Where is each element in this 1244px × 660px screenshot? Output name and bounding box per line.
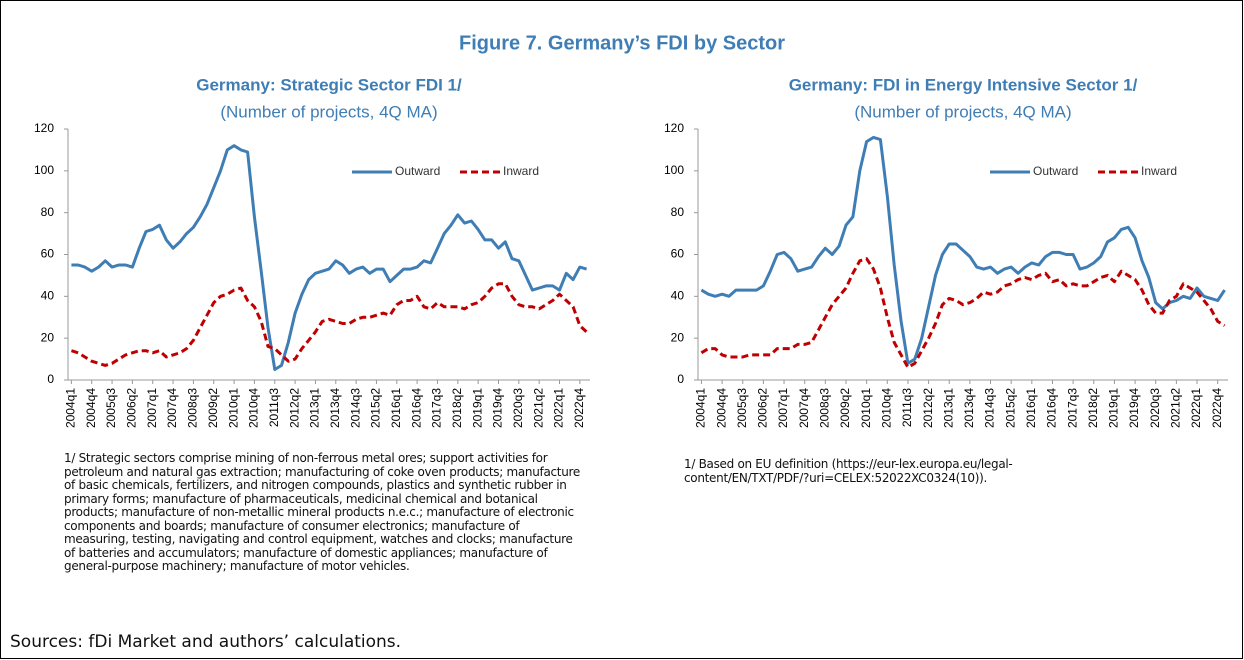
x-tick-label: 2007q1 [145,388,159,428]
x-tick-label: 2007q4 [165,388,179,428]
y-tick-label: 120 [664,121,684,135]
x-tick-label: 2019q1 [470,388,484,428]
x-tick-label: 2013q4 [962,388,976,428]
series-line [700,135,1226,365]
chart-subtitle: (Number of projects, 4Q MA) [220,102,437,121]
x-tick-label: 2022q4 [1210,388,1224,428]
x-tick-label: 2013q1 [941,388,955,428]
x-tick-label: 2020q3 [511,388,525,428]
x-tick-label: 2014q3 [983,388,997,428]
x-tick-label: 2009q2 [838,388,852,428]
y-tick-label: 80 [41,205,55,219]
y-tick-label: 100 [664,163,684,177]
x-tick-label: 2004q4 [84,388,98,428]
x-tick-label: 2007q1 [776,388,790,428]
series-line [71,144,588,371]
x-tick-label: 2016q4 [409,388,423,428]
x-tick-label: 2021q2 [531,388,545,428]
chart-title: Germany: Strategic Sector FDI 1/ [196,75,462,94]
x-tick-label: 2008q3 [186,388,200,428]
x-tick-label: 2013q1 [308,388,322,428]
x-tick-label: 2011q3 [267,388,281,427]
x-tick-label: 2012q2 [287,388,301,428]
x-tick-label: 2018q2 [1086,388,1100,428]
y-tick-label: 0 [47,372,54,386]
y-tick-label: 20 [671,330,685,344]
x-tick-label: 2015q2 [1003,388,1017,428]
x-tick-label: 2022q4 [572,388,586,428]
note: 1/ Based on EU definition (https://eur-l… [684,457,1013,485]
x-tick-label: 2004q4 [714,388,728,428]
chart-subtitle: (Number of projects, 4Q MA) [854,102,1071,121]
x-tick-label: 2006q2 [125,388,139,428]
x-tick-label: 2013q4 [328,388,342,428]
x-tick-label: 2010q4 [879,388,893,428]
x-tick-label: 2004q1 [64,388,78,428]
source: Sources: fDi Market and authors’ calcula… [10,632,402,652]
legend-label: Inward [1141,164,1177,178]
x-tick-label: 2022q1 [552,388,566,428]
x-tick-label: 2017q3 [430,388,444,428]
x-tick-label: 2016q1 [389,388,403,428]
legend-label: Outward [395,164,440,178]
x-tick-label: 2018q2 [450,388,464,428]
y-tick-label: 40 [671,289,685,303]
x-tick-label: 2005q3 [735,388,749,428]
x-tick-label: 2016q1 [1024,388,1038,428]
y-tick-label: 20 [41,330,55,344]
x-tick-label: 2010q1 [226,388,240,428]
x-tick-label: 2011q3 [900,388,914,427]
x-tick-label: 2007q4 [797,388,811,428]
x-tick-label: 2004q1 [694,388,708,428]
x-tick-label: 2021q2 [1169,388,1183,428]
x-tick-label: 2017q3 [1065,388,1079,428]
x-tick-label: 2008q3 [818,388,832,428]
x-tick-label: 2016q4 [1045,388,1059,428]
x-tick-label: 2009q2 [206,388,220,428]
x-tick-label: 2015q2 [369,388,383,428]
x-tick-label: 2019q4 [1127,388,1141,428]
x-tick-label: 2019q4 [491,388,505,428]
y-tick-label: 120 [34,121,54,135]
x-tick-label: 2010q4 [247,388,261,428]
note: 1/ Strategic sectors comprise mining of … [64,451,580,573]
x-tick-label: 2005q3 [104,388,118,428]
y-tick-label: 0 [677,372,684,386]
x-tick-label: 2020q3 [1148,388,1162,428]
chart-title: Germany: FDI in Energy Intensive Sector … [789,75,1138,94]
figure-title: Figure 7. Germany’s FDI by Sector [459,32,785,54]
legend-label: Outward [1033,164,1078,178]
x-tick-label: 2022q1 [1189,388,1203,428]
y-tick-label: 60 [41,247,55,261]
legend-label: Inward [503,164,539,178]
y-tick-label: 60 [671,247,685,261]
series-line [700,257,1226,369]
series-line [70,282,588,367]
y-tick-label: 80 [671,205,685,219]
x-tick-label: 2012q2 [921,388,935,428]
y-tick-label: 100 [34,163,54,177]
x-tick-label: 2010q1 [859,388,873,428]
x-tick-label: 2006q2 [756,388,770,428]
x-tick-label: 2014q3 [348,388,362,428]
y-tick-label: 40 [41,289,55,303]
x-tick-label: 2019q1 [1107,388,1121,428]
